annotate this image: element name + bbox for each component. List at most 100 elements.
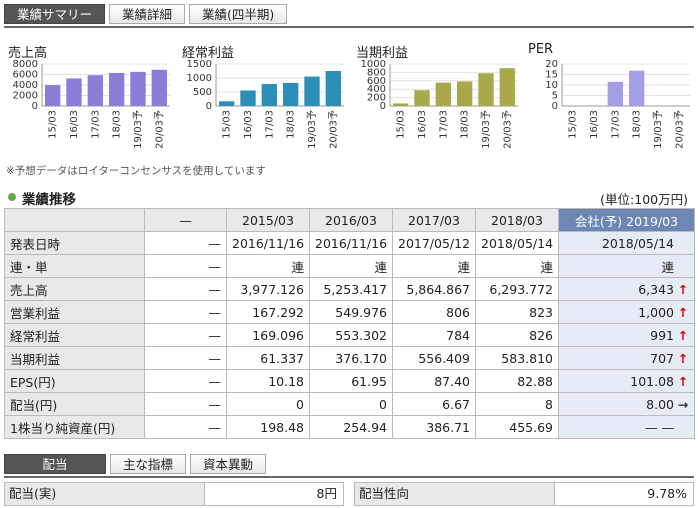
table-header-cell: 2017/03 bbox=[392, 208, 476, 232]
payout-ratio-row: 配当性向 9.78% bbox=[354, 482, 694, 506]
table-cell: — bbox=[144, 231, 227, 255]
payout-ratio-value: 9.78% bbox=[647, 486, 687, 501]
table-cell: — bbox=[144, 277, 227, 301]
chart-bar bbox=[44, 85, 61, 106]
x-tick-label: 15/03 bbox=[396, 110, 407, 139]
table-cell: 386.71 bbox=[392, 415, 476, 439]
forecast-cell: 2018/05/14 bbox=[558, 231, 695, 255]
chart-bar bbox=[130, 71, 146, 106]
y-tick-label: 500 bbox=[193, 87, 212, 98]
table-cell: 61.95 bbox=[309, 369, 393, 393]
tab-underline bbox=[4, 476, 694, 478]
performance-table: — 2015/03 2016/03 2017/03 2018/03 会社(予) … bbox=[4, 208, 695, 439]
chart-bar bbox=[66, 78, 82, 106]
x-tick-label: 15/03 bbox=[222, 110, 233, 139]
y-tick-label: 1000 bbox=[187, 73, 212, 84]
y-tick-label: 4000 bbox=[13, 80, 38, 91]
table-header-cell: 2015/03 bbox=[226, 208, 310, 232]
y-tick-label: 0 bbox=[32, 101, 38, 112]
x-tick-label: 19/03予 bbox=[306, 110, 318, 149]
table-cell: 3,977.126 bbox=[226, 277, 310, 301]
mini-chart-ordinary-profit: 経常利益 1500 1000 500 0 15/03 16/03 17/03 18/03 19/… bbox=[178, 38, 348, 160]
x-tick-label: 20/03予 bbox=[153, 110, 165, 149]
forecast-value: 707 bbox=[650, 350, 674, 366]
table-cell: 連 bbox=[475, 254, 559, 278]
table-row: 当期利益 —61.337 376.170 556.409 583.810 707 ↑ bbox=[4, 346, 695, 370]
forecast-value: 8.00 bbox=[646, 396, 674, 412]
forecast-cell: 991 ↑ bbox=[558, 323, 695, 347]
section-title: 業績推移 bbox=[22, 192, 76, 208]
dividend-actual-label: 配当(実) bbox=[5, 483, 205, 505]
mini-chart-title: 売上高 bbox=[8, 46, 48, 61]
table-cell: 198.48 bbox=[226, 415, 310, 439]
table-cell: 254.94 bbox=[309, 415, 393, 439]
table-row: 発表日時 —2016/11/16 2016/11/16 2017/05/12 2018/… bbox=[4, 231, 695, 255]
table-cell: 553.302 bbox=[309, 323, 393, 347]
payout-ratio-label: 配当性向 bbox=[355, 483, 555, 505]
tab-capital-changes[interactable]: 資本異動 bbox=[190, 454, 267, 474]
mini-chart-sales: 売上高 8000 6000 4000 2000 0 15/03 16/03 17/03 18/0… bbox=[4, 38, 174, 160]
x-tick-label: 15/03 bbox=[48, 110, 59, 139]
unit-label: (単位:100万円) bbox=[600, 192, 688, 207]
table-cell: 61.337 bbox=[226, 346, 310, 370]
table-cell: 549.976 bbox=[309, 300, 393, 324]
table-cell: 5,253.417 bbox=[309, 277, 393, 301]
section-header: 業績推移 (単位:100万円) bbox=[6, 188, 692, 208]
forecast-value: 連 bbox=[661, 259, 674, 275]
x-tick-label: 17/03 bbox=[264, 110, 275, 139]
table-cell: 5,864.867 bbox=[392, 277, 476, 301]
x-tick-label: 16/03 bbox=[69, 110, 80, 139]
table-cell: 6,293.772 bbox=[475, 277, 559, 301]
x-tick-label: 20/03予 bbox=[501, 110, 513, 149]
table-header-cell: 2016/03 bbox=[309, 208, 393, 232]
row-label: EPS(円) bbox=[4, 369, 145, 393]
chart-bar bbox=[240, 90, 256, 106]
x-tick-label: 18/03 bbox=[460, 110, 471, 139]
arrow-up-icon: ↑ bbox=[677, 281, 689, 297]
table-cell: — bbox=[144, 323, 227, 347]
tab-dividend[interactable]: 配当 bbox=[4, 454, 106, 474]
y-tick-label: 400 bbox=[367, 84, 386, 95]
table-cell: 455.69 bbox=[475, 415, 559, 439]
forecast-cell: 1,000 ↑ bbox=[558, 300, 695, 324]
table-cell: — bbox=[144, 369, 227, 393]
tab-performance-quarterly[interactable]: 業績(四半期) bbox=[189, 4, 288, 24]
y-tick-label: 1500 bbox=[187, 59, 212, 70]
forecast-note: ※予想データはロイターコンセンサスを使用しています bbox=[6, 165, 266, 177]
y-tick-label: 0 bbox=[552, 101, 558, 112]
y-tick-label: 2000 bbox=[13, 91, 38, 102]
forecast-value: 991 bbox=[650, 327, 674, 343]
table-cell: 2018/05/14 bbox=[475, 231, 559, 255]
chart-bar bbox=[499, 68, 516, 106]
chart-bar bbox=[414, 90, 430, 106]
table-cell: 8 bbox=[475, 392, 559, 416]
tab-key-indicators[interactable]: 主な指標 bbox=[110, 454, 187, 474]
tab-performance-detail[interactable]: 業績詳細 bbox=[109, 4, 186, 24]
x-tick-label: 16/03 bbox=[417, 110, 428, 139]
chart-bar bbox=[456, 81, 473, 106]
table-cell: — bbox=[144, 346, 227, 370]
mini-chart-title: 経常利益 bbox=[182, 46, 235, 61]
table-header-cell bbox=[4, 208, 145, 232]
table-cell: 82.88 bbox=[475, 369, 559, 393]
table-cell: 784 bbox=[392, 323, 476, 347]
row-label: 発表日時 bbox=[4, 231, 145, 255]
chart-bar bbox=[108, 72, 125, 106]
tab-performance-summary[interactable]: 業績サマリー bbox=[4, 4, 106, 24]
forecast-cell: 101.08 ↑ bbox=[558, 369, 695, 393]
y-tick-label: 800 bbox=[367, 67, 386, 78]
chart-bar bbox=[435, 82, 452, 106]
row-label: 当期利益 bbox=[4, 346, 145, 370]
row-label: 連・単 bbox=[4, 254, 145, 278]
y-tick-label: 200 bbox=[367, 93, 386, 104]
dividend-actual-row: 配当(実) 8円 bbox=[4, 482, 344, 506]
table-cell: 556.409 bbox=[392, 346, 476, 370]
table-header-cell: — bbox=[144, 208, 227, 232]
forecast-value: 101.08 bbox=[630, 373, 674, 389]
forecast-cell: 8.00 → bbox=[558, 392, 695, 416]
table-cell: 376.170 bbox=[309, 346, 393, 370]
x-tick-label: 19/03予 bbox=[480, 110, 492, 149]
table-row: 連・単 — 連連連連連 bbox=[4, 254, 695, 278]
chart-bar bbox=[87, 75, 104, 106]
